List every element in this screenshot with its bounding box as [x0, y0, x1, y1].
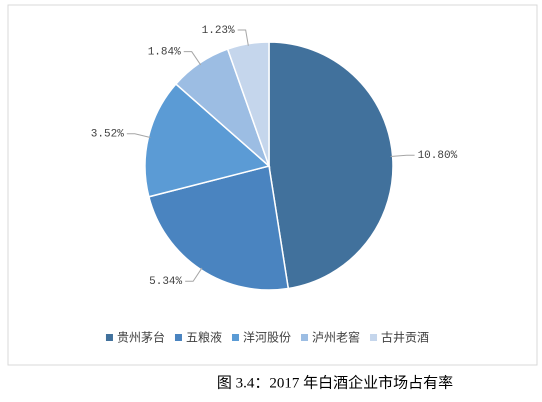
legend-swatch: [301, 334, 309, 341]
data-label: 1.23%: [202, 25, 235, 37]
data-label: 10.80%: [418, 150, 458, 162]
legend-label: 古井贡酒: [381, 330, 429, 345]
legend-swatch: [174, 334, 182, 341]
caption: 图 3.4：2017 年白酒企业市场占有率: [217, 373, 453, 391]
data-label: 5.34%: [149, 276, 182, 288]
data-label: 1.84%: [148, 47, 181, 59]
leader-line: [185, 267, 203, 282]
legend-label: 洋河股份: [243, 330, 291, 345]
leader-line: [237, 29, 249, 46]
leader-line: [126, 133, 151, 139]
leader-line: [390, 154, 415, 157]
legend-swatch: [105, 334, 113, 341]
legend-label: 五粮液: [186, 330, 222, 345]
legend-swatch: [231, 334, 239, 341]
legend-label: 泸州老窖: [312, 330, 360, 345]
legend: 贵州茅台 五粮液 洋河股份 泸州老窖 古井贡酒: [105, 330, 429, 345]
legend-swatch: [370, 334, 378, 341]
legend-label: 贵州茅台: [117, 330, 165, 345]
leader-line: [183, 51, 202, 66]
data-label: 3.52%: [91, 129, 124, 141]
